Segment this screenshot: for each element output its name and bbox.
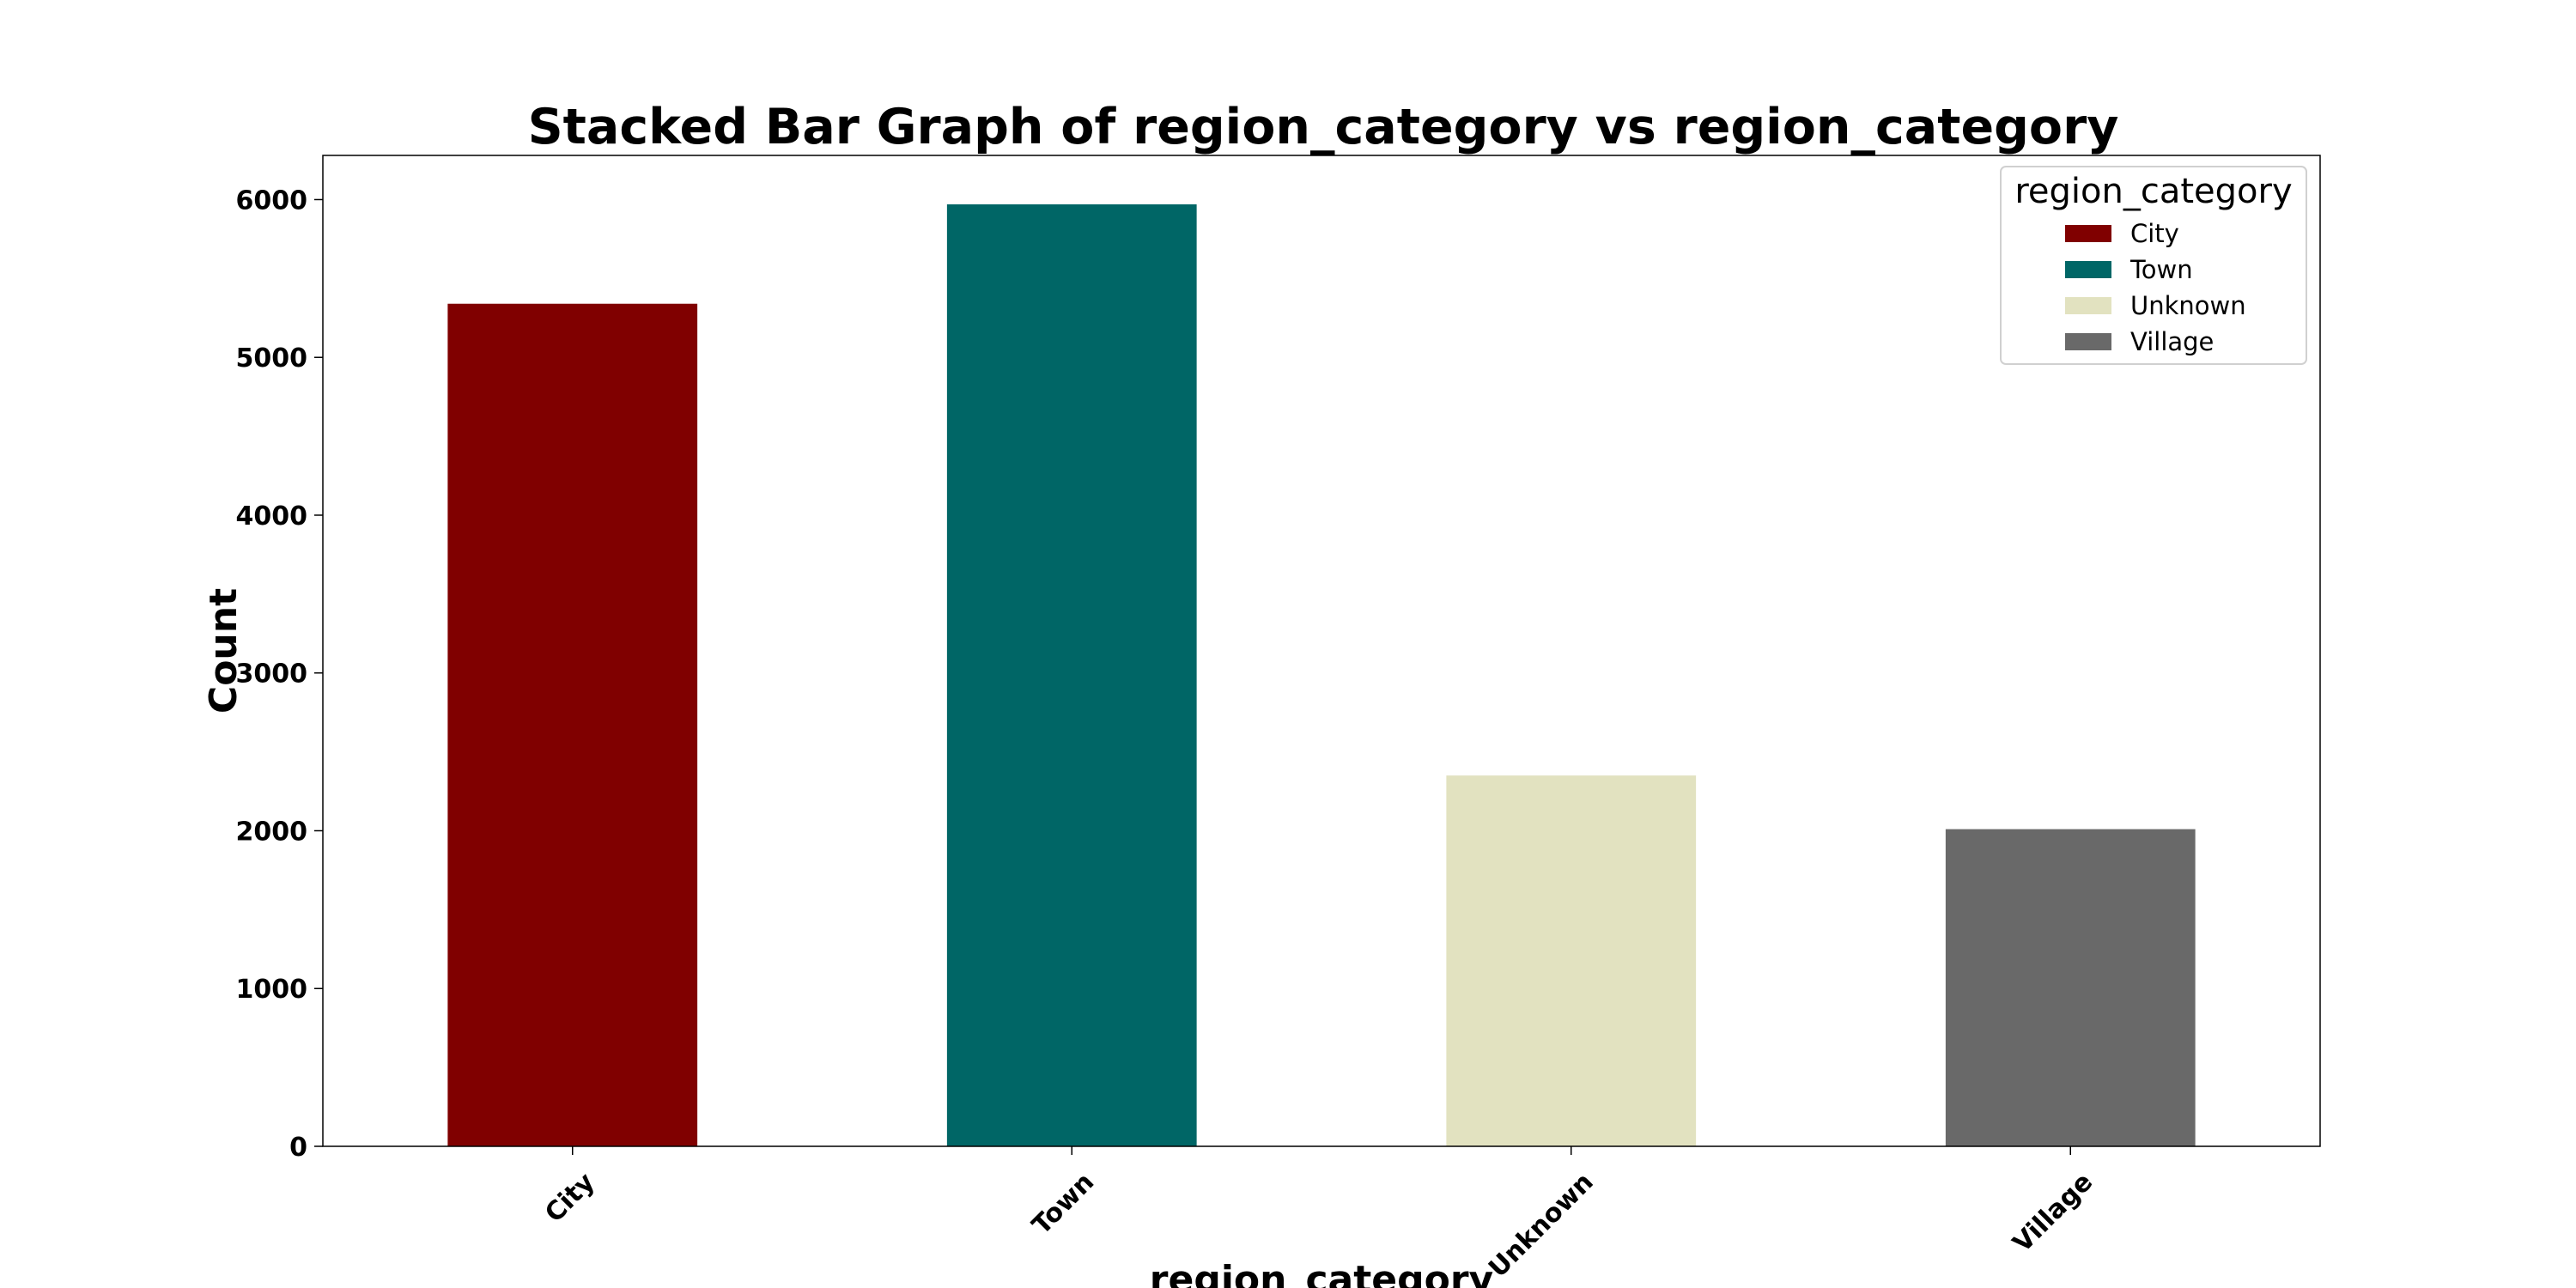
x-axis-label: region_category <box>1150 1258 1493 1288</box>
x-tick-label-village: Village <box>2008 1167 2099 1258</box>
x-tick-label-town: Town <box>1026 1167 1100 1241</box>
plot-frame <box>322 155 2321 1147</box>
legend-box <box>2000 166 2307 365</box>
legend-label-unknown: Unknown <box>2130 291 2246 320</box>
x-tick-label-unknown: Unknown <box>1483 1167 1600 1284</box>
legend-swatch-town <box>2065 261 2111 278</box>
legend-swatch-city <box>2065 225 2111 242</box>
legend-label-city: City <box>2130 219 2179 248</box>
legend: region_category City Town Unknown Village <box>2000 166 2307 365</box>
y-tick-label: 5000 <box>236 343 308 374</box>
legend-swatch-village <box>2065 333 2111 350</box>
bar-town-town <box>946 204 1197 1146</box>
legend-swatch-unknown <box>2065 297 2111 314</box>
chart-title: Stacked Bar Graph of region_category vs … <box>528 99 2119 155</box>
y-axis: 0 1000 2000 3000 4000 5000 6000 <box>236 185 323 1163</box>
bar-city-city <box>447 303 698 1146</box>
y-tick-label: 3000 <box>236 659 308 690</box>
bar-unknown-unknown <box>1446 775 1697 1146</box>
legend-title: region_category <box>2014 172 2292 211</box>
bar-village-village <box>1945 829 2196 1146</box>
y-tick-label: 2000 <box>236 817 308 847</box>
legend-label-village: Village <box>2130 327 2214 356</box>
y-tick-label: 1000 <box>236 975 308 1005</box>
y-axis-label: Count <box>202 588 246 714</box>
legend-label-town: Town <box>2129 255 2193 284</box>
legend-items: City Town Unknown Village <box>2065 219 2246 356</box>
y-tick-label: 0 <box>289 1133 307 1163</box>
y-tick-label: 4000 <box>236 501 308 532</box>
bars-group <box>447 204 2196 1146</box>
y-tick-label: 6000 <box>236 185 308 216</box>
x-tick-label-city: City <box>539 1167 601 1229</box>
